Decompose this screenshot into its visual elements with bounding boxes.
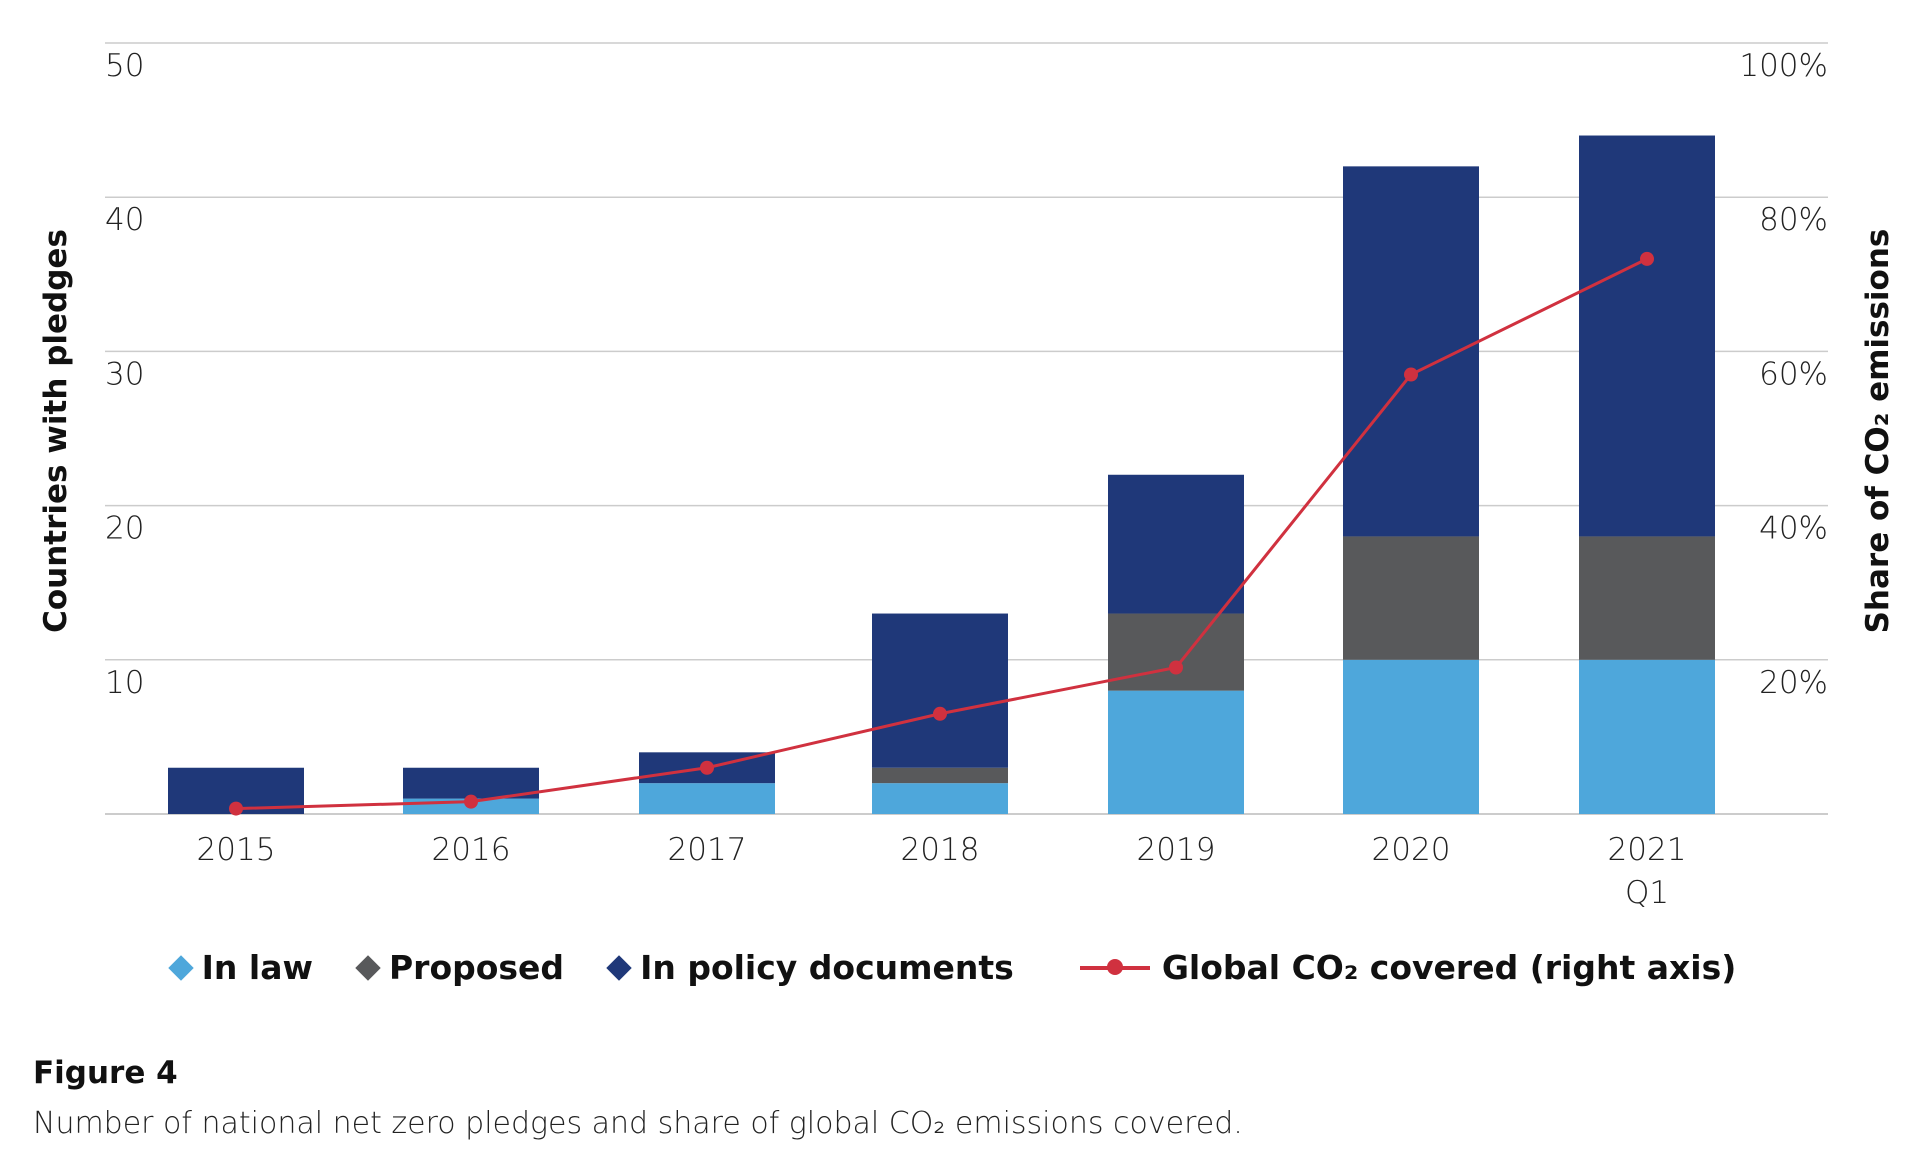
figure-title: Figure 4	[33, 1055, 178, 1091]
x-tick-label: 2020	[1372, 832, 1451, 868]
legend-label: Proposed	[388, 948, 565, 987]
y-axis-right-title: Share of CO₂ emissions	[1860, 229, 1896, 634]
line-point	[229, 801, 243, 816]
legend: In law Proposed In policy documents Glob…	[0, 948, 1908, 987]
y-axis-title: Countries with pledges	[38, 229, 74, 633]
x-tick-label: 2016	[432, 832, 511, 868]
bar-proposed	[872, 767, 1008, 784]
line-point	[700, 760, 714, 775]
line-marker-icon	[1079, 958, 1150, 975]
bar-in-law	[1108, 690, 1244, 814]
y-tick-label: 20	[105, 511, 144, 547]
bar-in-policy-documents	[403, 767, 539, 799]
chart: 10 20 30 40 50 20% 40% 60% 80% 100% 2015 2016 2017 20…	[38, 42, 1896, 911]
bar-proposed	[1343, 536, 1479, 660]
bar-proposed	[1579, 536, 1715, 660]
diamond-icon	[355, 954, 381, 981]
figure-caption: Number of national net zero pledges and …	[33, 1106, 1243, 1141]
y-right-tick-label: 80%	[1759, 202, 1828, 238]
x-tick-label: Q1	[1625, 875, 1669, 911]
legend-item-proposed: Proposed	[355, 948, 565, 987]
legend-item-global-co2: Global CO₂ covered (right axis)	[1079, 948, 1737, 987]
line-point	[464, 794, 478, 809]
y-tick-label: 40	[105, 202, 144, 238]
x-tick-label: 2021	[1608, 832, 1687, 868]
legend-label: In law	[201, 948, 313, 987]
y-right-tick-label: 20%	[1759, 665, 1828, 701]
y-tick-label: 10	[105, 665, 144, 701]
bar-in-law	[639, 783, 775, 814]
legend-item-in-policy-documents: In policy documents	[606, 948, 1014, 987]
line-point	[1169, 660, 1183, 675]
y-right-tick-label: 60%	[1759, 356, 1828, 392]
y-tick-label: 50	[105, 48, 144, 84]
x-tick-label: 2015	[197, 832, 276, 868]
y-right-tick-label: 40%	[1759, 511, 1828, 547]
x-tick-label: 2017	[668, 832, 747, 868]
bar-proposed	[1108, 613, 1244, 691]
legend-label: Global CO₂ covered (right axis)	[1161, 948, 1737, 987]
legend-label: In policy documents	[640, 948, 1014, 987]
x-tick-label: 2019	[1137, 832, 1216, 868]
legend-item-in-law: In law	[167, 948, 313, 987]
bar-in-law	[1343, 659, 1479, 814]
line-point	[933, 706, 947, 721]
bar-in-policy-documents	[872, 613, 1008, 768]
bar-in-policy-documents	[1108, 474, 1244, 614]
y-right-tick-label: 100%	[1739, 48, 1828, 84]
line-point	[1404, 367, 1418, 382]
bar-in-law	[1579, 659, 1715, 814]
line-point	[1640, 251, 1654, 266]
y-tick-label: 30	[105, 356, 144, 392]
diamond-icon	[167, 954, 194, 981]
x-tick-label: 2018	[901, 832, 980, 868]
bar-in-policy-documents	[1579, 135, 1715, 537]
bar-in-law	[872, 783, 1008, 814]
diamond-icon	[606, 954, 632, 981]
